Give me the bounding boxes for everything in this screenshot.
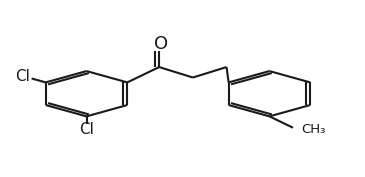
Text: CH₃: CH₃ [301, 123, 325, 136]
Text: Cl: Cl [15, 68, 30, 84]
Text: Cl: Cl [79, 122, 94, 137]
Text: O: O [154, 35, 168, 53]
